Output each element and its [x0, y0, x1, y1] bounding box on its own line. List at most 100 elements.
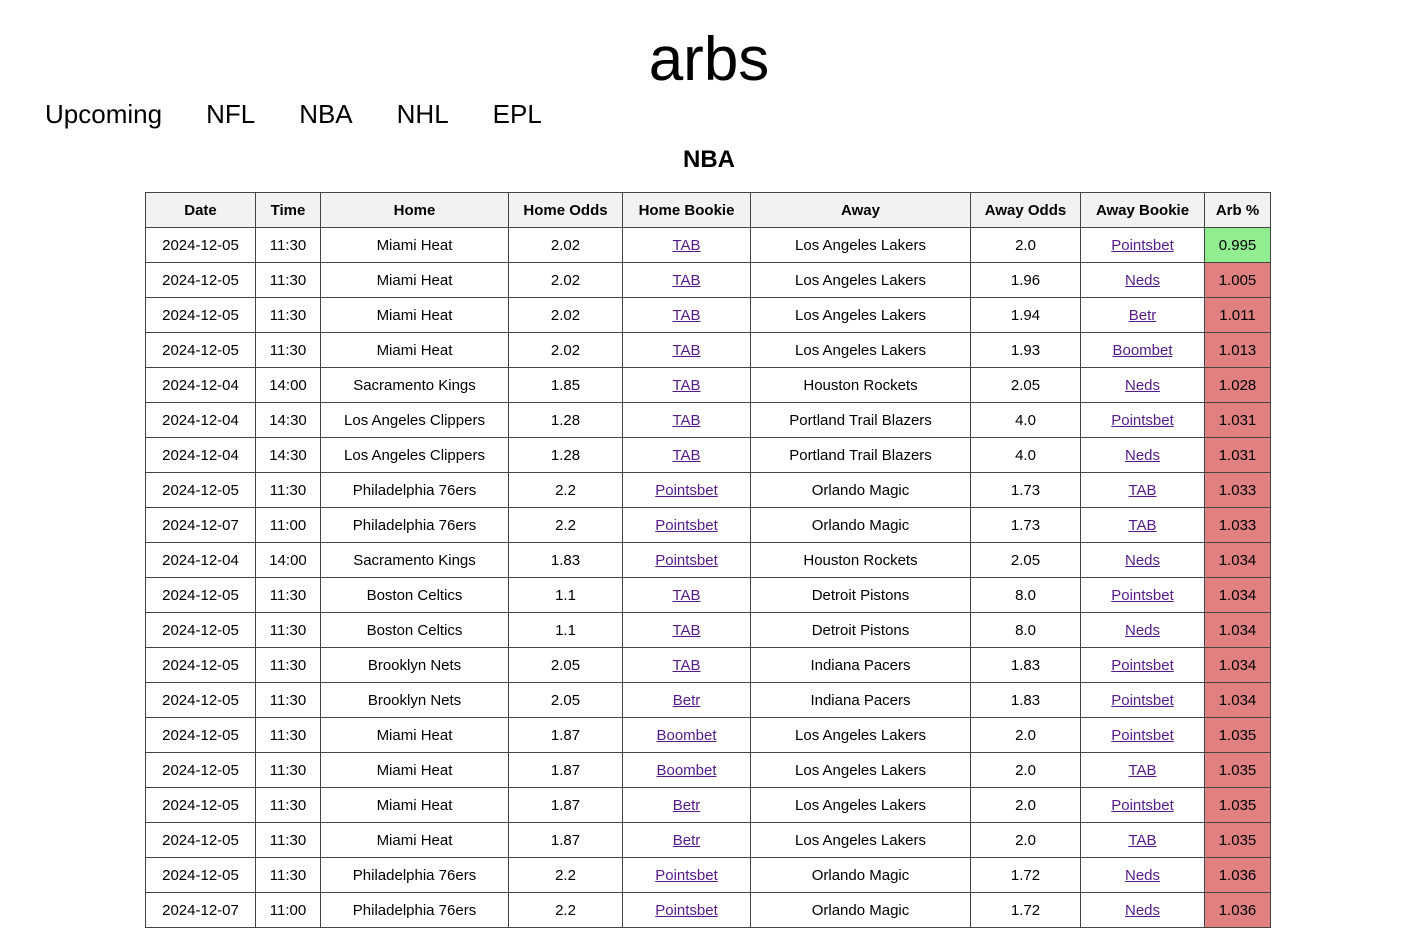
away-bookie-link[interactable]: Neds	[1124, 376, 1161, 394]
table-row: 2024-12-04 14:30 Los Angeles Clippers 1.28 T…	[145, 402, 1271, 438]
cell-arb-percent: 0.995	[1204, 227, 1271, 263]
table-row: 2024-12-05 11:30 Boston Celtics 1.1 TAB Detro…	[145, 577, 1271, 613]
cell-home-bookie: Pointsbet	[622, 507, 751, 543]
cell-away-odds: 2.0	[970, 822, 1081, 858]
away-bookie-link[interactable]: TAB	[1128, 516, 1157, 534]
nav-link-nhl[interactable]: NHL	[396, 99, 449, 129]
away-bookie-link[interactable]: Pointsbet	[1111, 586, 1174, 604]
cell-date: 2024-12-05	[145, 647, 256, 683]
home-bookie-link[interactable]: TAB	[672, 656, 701, 674]
cell-away-team: Portland Trail Blazers	[750, 437, 971, 473]
home-bookie-link[interactable]: TAB	[672, 306, 701, 324]
away-bookie-link[interactable]: Boombet	[1112, 341, 1173, 359]
away-bookie-link[interactable]: Neds	[1124, 271, 1161, 289]
home-bookie-link[interactable]: TAB	[672, 341, 701, 359]
home-bookie-link[interactable]: Pointsbet	[655, 866, 718, 884]
cell-home-bookie: TAB	[622, 402, 751, 438]
cell-away-team: Los Angeles Lakers	[750, 227, 971, 263]
home-bookie-link[interactable]: TAB	[672, 376, 701, 394]
cell-date: 2024-12-05	[145, 822, 256, 858]
cell-home-team: Boston Celtics	[320, 612, 509, 648]
cell-date: 2024-12-05	[145, 332, 256, 368]
home-bookie-link[interactable]: TAB	[672, 411, 701, 429]
away-bookie-link[interactable]: Neds	[1124, 621, 1161, 639]
cell-home-odds: 1.83	[508, 542, 623, 578]
home-bookie-link[interactable]: Pointsbet	[655, 551, 718, 569]
cell-arb-percent: 1.033	[1204, 472, 1271, 508]
cell-home-bookie: Pointsbet	[622, 472, 751, 508]
cell-home-odds: 2.02	[508, 332, 623, 368]
away-bookie-link[interactable]: Neds	[1124, 901, 1161, 919]
cell-date: 2024-12-04	[145, 402, 256, 438]
away-bookie-link[interactable]: Pointsbet	[1111, 691, 1174, 709]
nav-link-upcoming[interactable]: Upcoming	[45, 99, 163, 129]
cell-home-odds: 1.85	[508, 367, 623, 403]
table-row: 2024-12-05 11:30 Miami Heat 1.87 Betr Los Ang…	[145, 822, 1271, 858]
home-bookie-link[interactable]: TAB	[672, 621, 701, 639]
away-bookie-link[interactable]: Neds	[1124, 866, 1161, 884]
cell-away-bookie: Pointsbet	[1080, 787, 1205, 823]
home-bookie-link[interactable]: Pointsbet	[655, 901, 718, 919]
away-bookie-link[interactable]: TAB	[1128, 761, 1157, 779]
home-bookie-link[interactable]: TAB	[672, 271, 701, 289]
away-bookie-link[interactable]: Neds	[1124, 551, 1161, 569]
nav-link-nfl[interactable]: NFL	[206, 99, 256, 129]
nav-link-nba[interactable]: NBA	[299, 99, 353, 129]
nav-link-epl[interactable]: EPL	[492, 99, 542, 129]
away-bookie-link[interactable]: Pointsbet	[1111, 236, 1174, 254]
home-bookie-link[interactable]: Pointsbet	[655, 516, 718, 534]
cell-home-team: Miami Heat	[320, 822, 509, 858]
away-bookie-link[interactable]: Pointsbet	[1111, 796, 1174, 814]
home-bookie-link[interactable]: TAB	[672, 586, 701, 604]
cell-time: 11:30	[255, 647, 321, 683]
cell-away-odds: 1.93	[970, 332, 1081, 368]
cell-home-team: Philadelphia 76ers	[320, 472, 509, 508]
home-bookie-link[interactable]: Pointsbet	[655, 481, 718, 499]
home-bookie-link[interactable]: Boombet	[656, 761, 717, 779]
away-bookie-link[interactable]: Pointsbet	[1111, 726, 1174, 744]
home-bookie-link[interactable]: Boombet	[656, 726, 717, 744]
cell-date: 2024-12-05	[145, 472, 256, 508]
cell-away-bookie: Betr	[1080, 297, 1205, 333]
cell-home-team: Miami Heat	[320, 227, 509, 263]
cell-date: 2024-12-05	[145, 787, 256, 823]
away-bookie-link[interactable]: TAB	[1128, 481, 1157, 499]
cell-date: 2024-12-07	[145, 892, 256, 928]
cell-date: 2024-12-05	[145, 227, 256, 263]
arb-table: Date Time Home Home Odds Home Bookie Awa…	[145, 192, 1271, 928]
home-bookie-link[interactable]: TAB	[672, 446, 701, 464]
table-row: 2024-12-04 14:00 Sacramento Kings 1.83 Point…	[145, 542, 1271, 578]
away-bookie-link[interactable]: Pointsbet	[1111, 656, 1174, 674]
away-bookie-link[interactable]: Betr	[1128, 306, 1157, 324]
table-row: 2024-12-05 11:30 Miami Heat 1.87 Boombet Los …	[145, 752, 1271, 788]
cell-date: 2024-12-05	[145, 297, 256, 333]
home-bookie-link[interactable]: Betr	[672, 831, 701, 849]
cell-arb-percent: 1.035	[1204, 717, 1271, 753]
column-header-time: Time	[255, 192, 321, 228]
cell-home-odds: 1.87	[508, 717, 623, 753]
table-row: 2024-12-05 11:30 Miami Heat 2.02 TAB Los Ange…	[145, 227, 1271, 263]
home-bookie-link[interactable]: Betr	[672, 691, 701, 709]
cell-away-odds: 1.83	[970, 647, 1081, 683]
away-bookie-link[interactable]: Neds	[1124, 446, 1161, 464]
cell-home-odds: 2.2	[508, 507, 623, 543]
cell-away-bookie: Neds	[1080, 437, 1205, 473]
cell-arb-percent: 1.034	[1204, 612, 1271, 648]
away-bookie-link[interactable]: Pointsbet	[1111, 411, 1174, 429]
away-bookie-link[interactable]: TAB	[1128, 831, 1157, 849]
cell-arb-percent: 1.031	[1204, 437, 1271, 473]
cell-away-team: Indiana Pacers	[750, 682, 971, 718]
cell-time: 11:30	[255, 262, 321, 298]
cell-away-bookie: TAB	[1080, 472, 1205, 508]
cell-time: 11:30	[255, 297, 321, 333]
cell-home-team: Miami Heat	[320, 717, 509, 753]
cell-home-bookie: TAB	[622, 367, 751, 403]
home-bookie-link[interactable]: TAB	[672, 236, 701, 254]
table-row: 2024-12-05 11:30 Philadelphia 76ers 2.2 Poin…	[145, 472, 1271, 508]
cell-home-bookie: TAB	[622, 577, 751, 613]
home-bookie-link[interactable]: Betr	[672, 796, 701, 814]
cell-date: 2024-12-05	[145, 612, 256, 648]
cell-home-team: Los Angeles Clippers	[320, 402, 509, 438]
cell-time: 11:30	[255, 752, 321, 788]
cell-date: 2024-12-05	[145, 682, 256, 718]
